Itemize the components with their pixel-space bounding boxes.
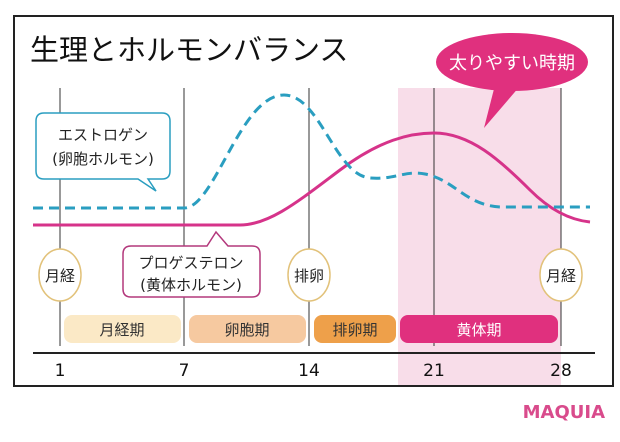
progesterone-curve <box>33 131 591 227</box>
estrogen-curve <box>33 93 590 210</box>
title: 生理とホルモンバランス <box>30 33 348 67</box>
phase-ovulation: 排卵期 <box>314 315 396 343</box>
frame <box>13 15 614 387</box>
svg-text:月経: 月経 <box>546 267 576 285</box>
svg-text:排卵期: 排卵期 <box>332 321 377 339</box>
highlight-bubble: 太りやすい時期 <box>436 33 588 128</box>
estrogen-label: エストロゲン (卵胞ホルモン) <box>35 112 171 192</box>
svg-text:(卵胞ホルモン): (卵胞ホルモン) <box>52 150 154 168</box>
tick-1: 1 <box>55 361 66 381</box>
svg-text:太りやすい時期: 太りやすい時期 <box>449 53 575 74</box>
event-ovulation: 排卵 <box>287 248 331 302</box>
tick-28: 28 <box>550 361 572 381</box>
svg-text:エストロゲン: エストロゲン <box>58 126 148 144</box>
svg-text:プロゲステロン: プロゲステロン <box>138 254 243 272</box>
brand-logo: MAQUIA <box>523 402 605 423</box>
tick-7: 7 <box>179 361 190 381</box>
svg-text:卵胞期: 卵胞期 <box>224 321 269 339</box>
event-menstruation-start: 月経 <box>38 248 82 302</box>
phase-follicular: 卵胞期 <box>189 315 306 343</box>
svg-text:(黄体ホルモン): (黄体ホルモン) <box>140 276 242 294</box>
phase-menstrual: 月経期 <box>64 315 181 343</box>
event-menstruation-end: 月経 <box>539 248 583 302</box>
progesterone-label: プロゲステロン (黄体ホルモン) <box>122 230 261 298</box>
svg-text:排卵: 排卵 <box>294 267 324 285</box>
phase-luteal: 黄体期 <box>400 315 558 343</box>
svg-text:月経期: 月経期 <box>99 321 144 339</box>
svg-text:月経: 月経 <box>45 267 75 285</box>
tick-21: 21 <box>423 361 445 381</box>
tick-14: 14 <box>298 361 320 381</box>
svg-text:黄体期: 黄体期 <box>456 321 501 339</box>
